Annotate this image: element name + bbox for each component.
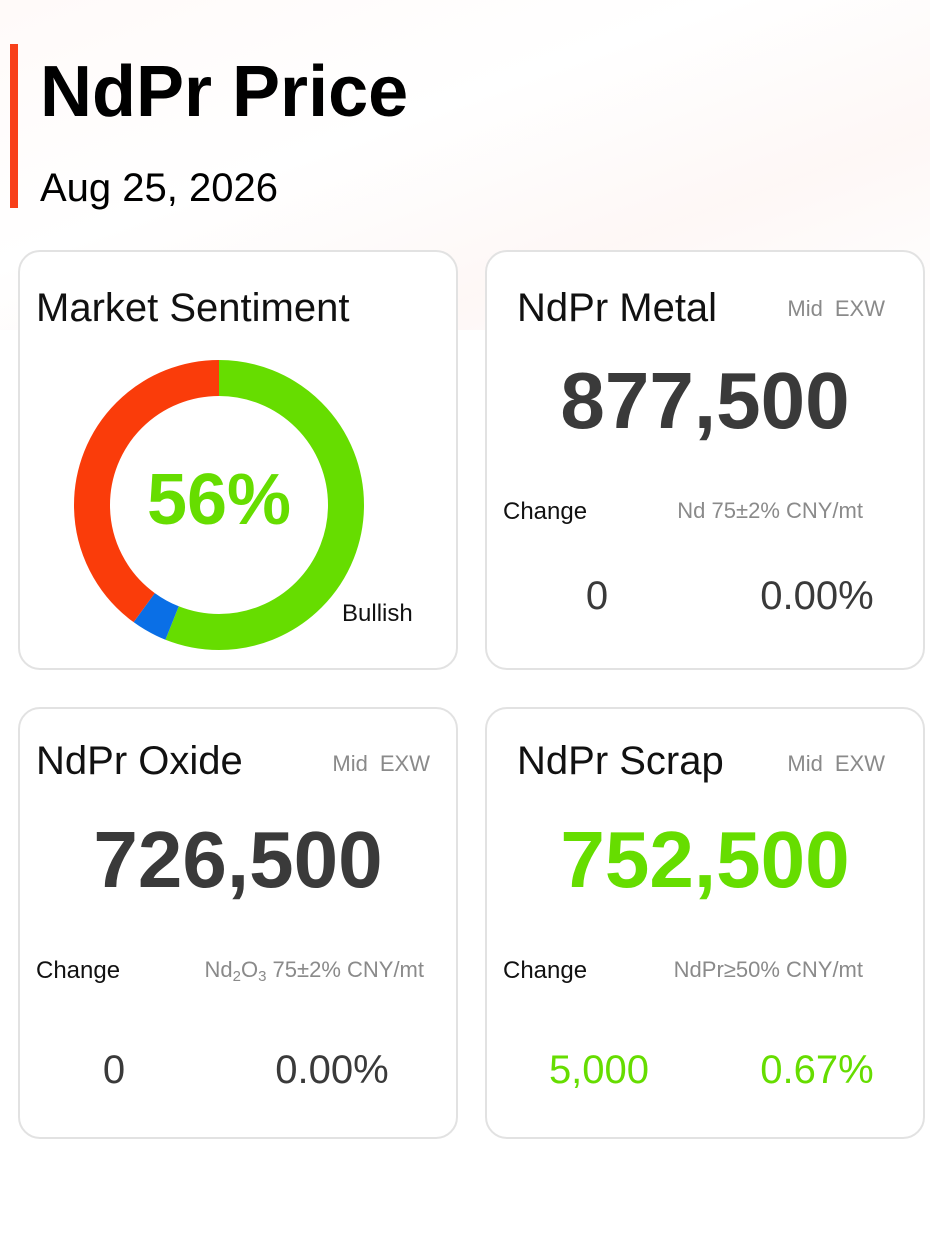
scrap-price-value: 752,500 [560,815,850,904]
oxide-basis-exw: EXW [379,751,430,776]
page-title: NdPr Price [40,52,409,132]
market-sentiment-card: Market Sentiment 56% Bullish [18,250,458,670]
oxide-title: NdPr Oxide [36,739,243,783]
oxide-spec-element-2: O [240,957,259,982]
page-date: Aug 25, 2026 [40,166,278,210]
oxide-spec-element-1: Nd [204,957,233,982]
scrap-change-abs: 5,000 [548,1048,650,1092]
scrap-basis-exw: EXW [834,751,885,776]
oxide-spec-sub-2: 3 [258,968,267,985]
scrap-basis-mid: Mid [787,751,823,776]
scrap-price-basis: Mid EXW [787,751,885,777]
sentiment-label: Bullish [342,600,413,627]
sentiment-title: Market Sentiment [36,286,350,330]
oxide-change-pct: 0.00% [275,1048,389,1092]
oxide-change-abs: 0 [102,1048,126,1092]
metal-change-pct: 0.00% [760,574,874,618]
donut-segment-bearish [74,360,364,650]
header-accent-bar [10,44,18,208]
metal-spec: Nd 75±2% CNY/mt [677,498,863,523]
oxide-basis-mid: Mid [332,751,368,776]
oxide-spec-sub-1: 2 [232,968,241,985]
metal-price-value: 877,500 [560,356,850,445]
metal-basis-mid: Mid [787,296,823,321]
scrap-title: NdPr Scrap [517,739,724,783]
metal-title: NdPr Metal [517,286,718,330]
metal-basis-exw: EXW [834,296,885,321]
oxide-spec-rest: 75±2% CNY/mt [266,957,424,982]
scrap-change-label: Change [503,957,588,984]
oxide-price-value: 726,500 [93,815,383,904]
ndpr-oxide-card: NdPr Oxide Mid EXW 726,500 Change Nd2O3 7… [18,707,458,1139]
metal-price-basis: Mid EXW [787,296,885,322]
oxide-price-basis: Mid EXW [332,751,430,777]
sentiment-donut-chart [74,360,364,650]
metal-change-label: Change [503,498,588,525]
metal-change-abs: 0 [585,574,609,618]
ndpr-metal-card: NdPr Metal Mid EXW 877,500 Change Nd 75±2… [485,250,925,670]
oxide-change-label: Change [36,957,121,984]
scrap-spec: NdPr≥50% CNY/mt [673,957,863,982]
ndpr-scrap-card: NdPr Scrap Mid EXW 752,500 Change NdPr≥50… [485,707,925,1139]
sentiment-percent: 56% [146,460,292,540]
scrap-change-pct: 0.67% [760,1048,874,1092]
oxide-spec: Nd2O3 75±2% CNY/mt [204,957,424,985]
